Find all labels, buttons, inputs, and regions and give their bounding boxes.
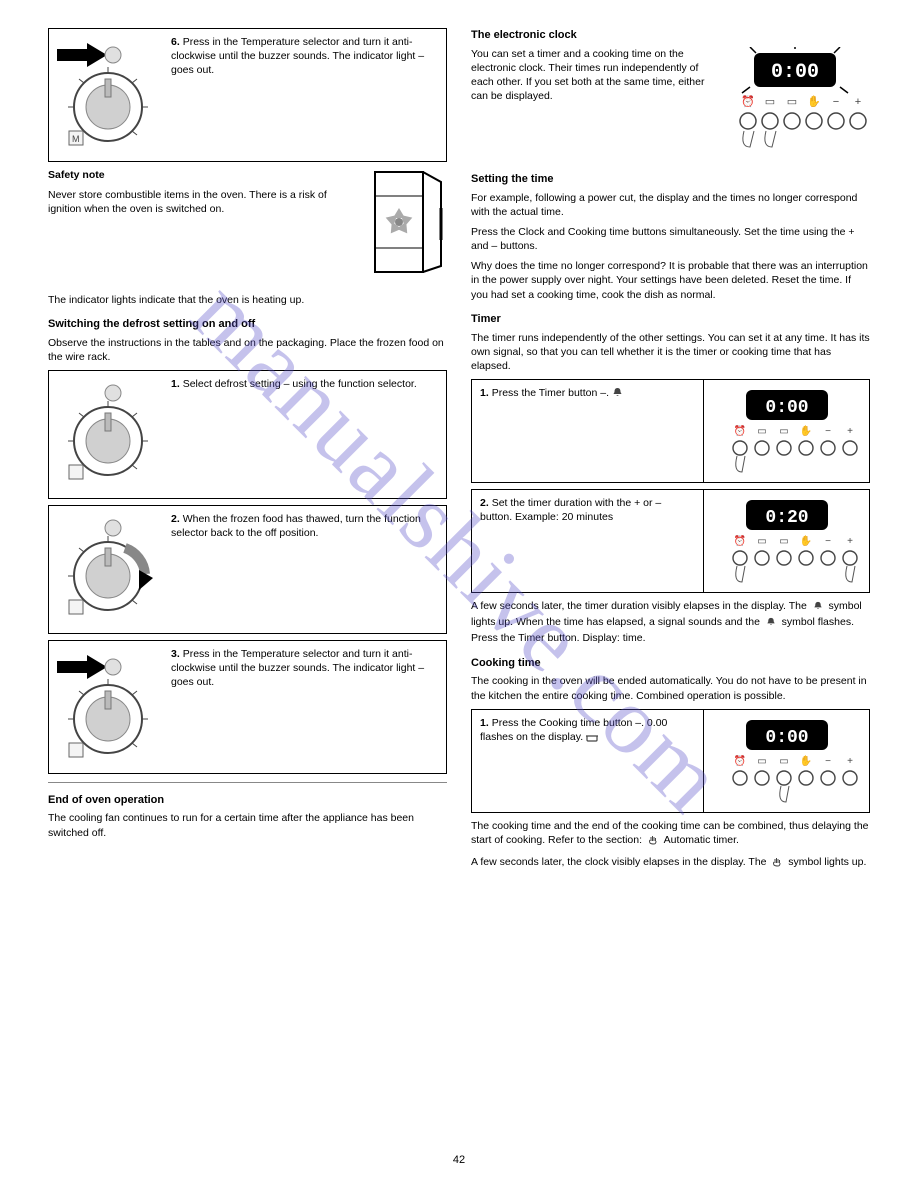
svg-text:+: +	[847, 756, 853, 767]
svg-text:▭: ▭	[779, 756, 788, 767]
step-6-box: M 6. Press in the Temperature selector a…	[48, 28, 447, 162]
time-p1: For example, following a power cut, the …	[471, 191, 870, 219]
defrost-step3-box: 3. Press in the Temperature selector and…	[48, 640, 447, 774]
timer-step2-display: 0:20 ⏰ ▭ ▭ ✋ − +	[704, 490, 869, 592]
timer-step1-box: 1. Press the Timer button –. 0:00 ⏰ ▭ ▭ ✋ −…	[471, 379, 870, 483]
cook-after: A few seconds later, the clock visibly e…	[471, 855, 870, 871]
timer-step1-text: Press the Timer button –.	[492, 387, 609, 399]
left-column: M 6. Press in the Temperature selector a…	[48, 28, 447, 877]
oven-fan-figure	[369, 168, 447, 283]
timer-step1-display: 0:00 ⏰ ▭ ▭ ✋ − +	[704, 380, 869, 482]
svg-text:▭: ▭	[779, 426, 788, 437]
svg-text:✋: ✋	[799, 424, 811, 437]
bell-icon	[612, 387, 623, 402]
bell-icon	[766, 617, 776, 631]
cook-title: Cooking time	[471, 656, 870, 671]
cook-step1-num: 1.	[480, 717, 489, 729]
svg-text:▭: ▭	[757, 536, 766, 547]
pot-icon	[586, 732, 598, 746]
svg-text:▭: ▭	[779, 536, 788, 547]
safety-note-text: Never store combustible items in the ove…	[48, 188, 359, 216]
svg-text:⏰: ⏰	[733, 534, 745, 547]
timer-step2-text: Set the timer duration with the + or – b…	[480, 497, 661, 523]
defrost-step1-box: 1. Select defrost setting – using the fu…	[48, 370, 447, 499]
end-oven-text: The cooling fan continues to run for a c…	[48, 811, 447, 839]
clock-title: The electronic clock	[471, 28, 870, 43]
defrost-step1-text: Select defrost setting – using the funct…	[183, 378, 417, 390]
defrost-step3-num: 3.	[171, 648, 180, 660]
svg-text:0:00: 0:00	[765, 728, 808, 748]
timer-step1-num: 1.	[480, 387, 489, 399]
svg-text:0:00: 0:00	[771, 61, 819, 84]
svg-text:+: +	[847, 536, 853, 547]
defrost-title: Switching the defrost setting on and off	[48, 317, 447, 332]
svg-text:✋: ✋	[799, 534, 811, 547]
svg-text:+: +	[847, 426, 853, 437]
defrost-step2-text: When the frozen food has thawed, turn th…	[171, 513, 421, 539]
dial-defrost-select-figure	[53, 377, 163, 492]
svg-text:0:20: 0:20	[765, 508, 808, 528]
dial-temp-press-figure: M	[53, 35, 163, 155]
safety-note-tail: The indicator lights indicate that the o…	[48, 293, 447, 307]
defrost-step1-num: 1.	[171, 378, 180, 390]
svg-text:+: +	[855, 96, 861, 108]
defrost-step2-box: 2. When the frozen food has thawed, turn…	[48, 505, 447, 634]
cook-step1-display: 0:00 ⏰ ▭ ▭ ✋ − +	[704, 710, 869, 812]
cook-step1-text: Press the Cooking time button –. 0.00 fl…	[480, 717, 667, 743]
cook-intro: The cooking in the oven will be ended au…	[471, 674, 870, 702]
time-p3: Why does the time no longer correspond? …	[471, 259, 870, 302]
timer-title: Timer	[471, 312, 870, 327]
svg-text:−: −	[825, 536, 831, 547]
dial-press-off-figure	[53, 647, 163, 767]
content-columns: M 6. Press in the Temperature selector a…	[48, 28, 870, 877]
hand-icon	[772, 857, 782, 871]
svg-text:✋: ✋	[807, 95, 821, 108]
step-6-number: 6.	[171, 36, 180, 48]
cook-step1-box: 1. Press the Cooking time button –. 0.00…	[471, 709, 870, 813]
time-p2: Press the Clock and Cooking time buttons…	[471, 225, 870, 253]
defrost-step2-num: 2.	[171, 513, 180, 525]
time-title: Setting the time	[471, 172, 870, 187]
right-column: The electronic clock You can set a timer…	[471, 28, 870, 877]
svg-text:⏰: ⏰	[733, 424, 745, 437]
svg-text:⏰: ⏰	[741, 94, 755, 108]
timer-step2-num: 2.	[480, 497, 489, 509]
clock-text: You can set a timer and a cooking time o…	[471, 47, 710, 104]
svg-text:▭: ▭	[765, 96, 775, 108]
svg-text:−: −	[833, 96, 839, 108]
defrost-step3-text: Press in the Temperature selector and tu…	[171, 648, 424, 688]
svg-text:✋: ✋	[799, 754, 811, 767]
safety-note-heading: Safety note	[48, 169, 105, 181]
svg-text:⏰: ⏰	[733, 754, 745, 767]
dial-rotate-off-figure	[53, 512, 163, 627]
hand-icon	[648, 835, 658, 849]
svg-text:▭: ▭	[787, 96, 797, 108]
page-number: 42	[453, 1153, 465, 1168]
step-6-text: Press in the Temperature selector and tu…	[171, 36, 424, 76]
clock-panel-figure: 0:00 ⏰ ▭ ▭ ✋ − +	[720, 47, 870, 162]
bell-icon	[813, 601, 823, 615]
svg-text:−: −	[825, 756, 831, 767]
svg-text:M: M	[72, 134, 80, 144]
timer-step2-box: 2. Set the timer duration with the + or …	[471, 489, 870, 593]
divider	[48, 782, 447, 783]
svg-text:0:00: 0:00	[765, 398, 808, 418]
cook-combined: The cooking time and the end of the cook…	[471, 819, 870, 849]
end-oven-title: End of oven operation	[48, 793, 447, 808]
svg-text:−: −	[825, 426, 831, 437]
svg-text:▭: ▭	[757, 756, 766, 767]
timer-aftertext: A few seconds later, the timer duration …	[471, 599, 870, 646]
svg-text:▭: ▭	[757, 426, 766, 437]
defrost-intro: Observe the instructions in the tables a…	[48, 336, 447, 364]
timer-intro: The timer runs independently of the othe…	[471, 331, 870, 374]
